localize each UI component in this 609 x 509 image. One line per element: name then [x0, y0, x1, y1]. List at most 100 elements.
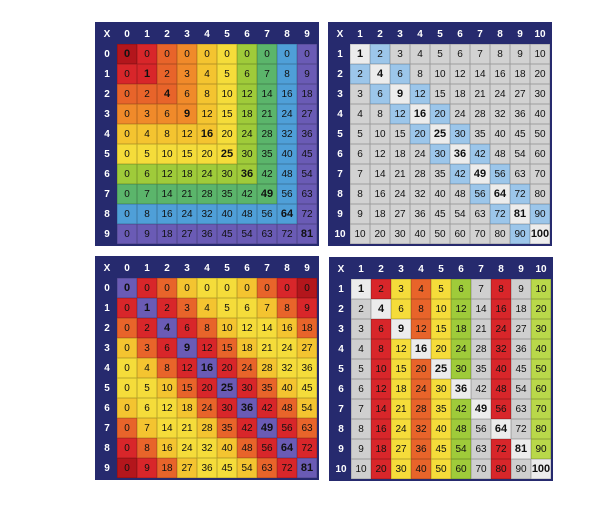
table-cell: 16	[197, 124, 217, 144]
header-cell: 3	[177, 258, 197, 278]
table-cell: 20	[430, 104, 450, 124]
table-cell: 0	[297, 44, 317, 64]
table-cell: 28	[197, 184, 217, 204]
table-cell: 16	[411, 339, 431, 359]
table-cell: 63	[257, 458, 277, 478]
table-cell: 18	[370, 204, 390, 224]
header-cell: 1	[137, 258, 157, 278]
header-cell: 5	[330, 124, 350, 144]
table-cell: 0	[117, 44, 137, 64]
table-cell: 40	[217, 204, 237, 224]
table-cell: 0	[277, 278, 297, 298]
table-cell: 3	[391, 279, 411, 299]
table-cell: 36	[237, 398, 257, 418]
table-cell: 1	[137, 298, 157, 318]
header-cell: 6	[451, 259, 471, 279]
table-cell: 28	[471, 339, 491, 359]
table-cell: 40	[277, 378, 297, 398]
table-cell: 28	[410, 164, 430, 184]
header-cell: 6	[97, 164, 117, 184]
table-cell: 6	[451, 279, 471, 299]
table-cell: 5	[137, 378, 157, 398]
table-cell: 5	[431, 279, 451, 299]
table-cell: 20	[530, 64, 550, 84]
table-cell: 6	[370, 84, 390, 104]
header-cell: 4	[197, 258, 217, 278]
table-cell: 90	[530, 204, 550, 224]
table-cell: 72	[277, 224, 297, 244]
table-cell: 4	[410, 44, 430, 64]
table-cell: 81	[510, 204, 530, 224]
table-cell: 6	[237, 298, 257, 318]
table-cell: 2	[137, 84, 157, 104]
table-cell: 35	[431, 399, 451, 419]
table-cell: 8	[137, 438, 157, 458]
table-cell: 6	[157, 338, 177, 358]
header-cell: 9	[97, 458, 117, 478]
header-cell: X	[97, 258, 117, 278]
table-cell: 10	[430, 64, 450, 84]
table-cell: 2	[351, 299, 371, 319]
table-cell: 48	[277, 398, 297, 418]
header-cell: 3	[177, 24, 197, 44]
table-cell: 0	[217, 44, 237, 64]
table-cell: 25	[217, 378, 237, 398]
header-cell: 2	[97, 84, 117, 104]
header-cell: 1	[330, 44, 350, 64]
table-cell: 3	[351, 319, 371, 339]
header-cell: 4	[411, 259, 431, 279]
table-cell: 12	[197, 104, 217, 124]
table-cell: 0	[217, 278, 237, 298]
table-cell: 0	[117, 438, 137, 458]
header-cell: 8	[330, 184, 350, 204]
table-cell: 64	[277, 438, 297, 458]
table-cell: 4	[197, 298, 217, 318]
table-cell: 8	[410, 64, 430, 84]
table-cell: 50	[431, 459, 451, 479]
table-cell: 36	[197, 458, 217, 478]
table-cell: 72	[491, 439, 511, 459]
header-cell: 5	[430, 24, 450, 44]
table-cell: 14	[471, 299, 491, 319]
header-cell: 6	[237, 24, 257, 44]
table-cell: 6	[137, 398, 157, 418]
table-cell: 30	[431, 379, 451, 399]
table-cell: 6	[350, 144, 370, 164]
table-cell: 20	[411, 359, 431, 379]
table-cell: 42	[451, 399, 471, 419]
table-cell: 80	[490, 224, 510, 244]
table-cell: 30	[217, 164, 237, 184]
table-cell: 81	[297, 458, 317, 478]
table-cell: 20	[431, 339, 451, 359]
header-cell: 0	[117, 258, 137, 278]
table-cell: 6	[157, 104, 177, 124]
header-cell: 6	[237, 258, 257, 278]
table-cell: 30	[430, 144, 450, 164]
table-cell: 100	[531, 459, 551, 479]
table-cell: 5	[217, 298, 237, 318]
table-cell: 16	[197, 358, 217, 378]
table-cell: 49	[257, 184, 277, 204]
table-cell: 72	[511, 419, 531, 439]
table-cell: 32	[410, 184, 430, 204]
board: X 1 2 3 4 5 6 7 8 9 10 1 1 2 3 4 5 6 7 8 9 10 2 2 4 6 8 10 12 14 16 18 2…	[329, 257, 553, 481]
table-cell: 8	[277, 298, 297, 318]
header-cell: 0	[97, 44, 117, 64]
header-cell: 9	[297, 24, 317, 44]
table-cell: 30	[391, 459, 411, 479]
table-cell: 16	[371, 419, 391, 439]
table-cell: 80	[530, 184, 550, 204]
table-cell: 30	[390, 224, 410, 244]
table-cell: 6	[390, 64, 410, 84]
table-cell: 0	[137, 44, 157, 64]
header-cell: 7	[470, 24, 490, 44]
header-cell: 4	[197, 24, 217, 44]
table-cell: 48	[450, 184, 470, 204]
table-cell: 27	[391, 439, 411, 459]
table-cell: 36	[297, 358, 317, 378]
table-cell: 21	[257, 338, 277, 358]
table-cell: 3	[350, 84, 370, 104]
table-cell: 3	[137, 104, 157, 124]
table-cell: 0	[117, 278, 137, 298]
